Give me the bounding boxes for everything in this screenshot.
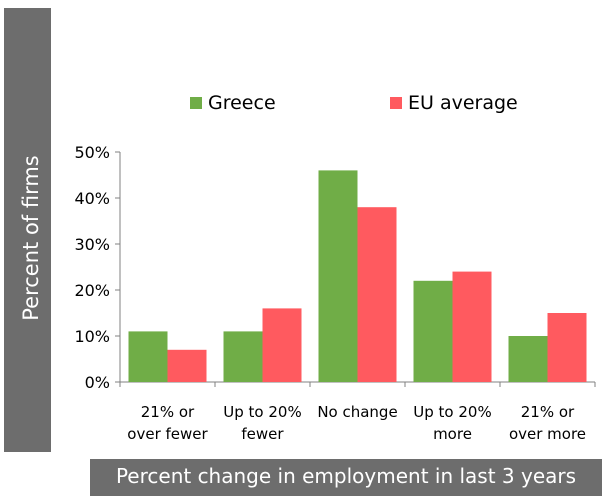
bar-greece-0 — [128, 331, 168, 382]
x-axis-title: Percent change in employment in last 3 y… — [115, 464, 577, 488]
x-category-label: 21% or over fewer — [127, 403, 208, 443]
y-tick-label: 20% — [74, 281, 110, 300]
x-category-label: No change — [317, 403, 397, 421]
y-tick-label: 10% — [74, 327, 110, 346]
y-axis-title-box: Percent of firms — [4, 8, 51, 452]
x-category-label: Up to 20% fewer — [223, 403, 301, 443]
bar-greece-3 — [413, 280, 453, 382]
y-tick-label: 0% — [85, 373, 110, 392]
x-category-label: 21% or over more — [509, 403, 586, 443]
legend-label-eu-average: EU average — [408, 92, 518, 114]
y-tick-label: 50% — [74, 143, 110, 162]
bar-eu-average-3 — [452, 271, 492, 382]
legend-item-eu-average: EU average — [390, 92, 518, 114]
legend-swatch-greece — [190, 97, 202, 109]
bar-greece-1 — [223, 331, 263, 382]
legend-label-greece: Greece — [208, 92, 276, 114]
bar-eu-average-2 — [357, 207, 397, 382]
bar-eu-average-4 — [547, 313, 587, 382]
bar-eu-average-1 — [262, 308, 302, 382]
y-tick-label: 30% — [74, 235, 110, 254]
y-tick-label: 40% — [74, 189, 110, 208]
x-axis-title-box: Percent change in employment in last 3 y… — [90, 459, 602, 496]
legend-swatch-eu-average — [390, 97, 402, 109]
x-category-label: Up to 20% more — [413, 403, 491, 443]
bar-greece-2 — [318, 170, 358, 382]
bar-eu-average-0 — [167, 349, 207, 382]
bar-greece-4 — [508, 336, 548, 382]
legend-item-greece: Greece — [190, 92, 276, 114]
